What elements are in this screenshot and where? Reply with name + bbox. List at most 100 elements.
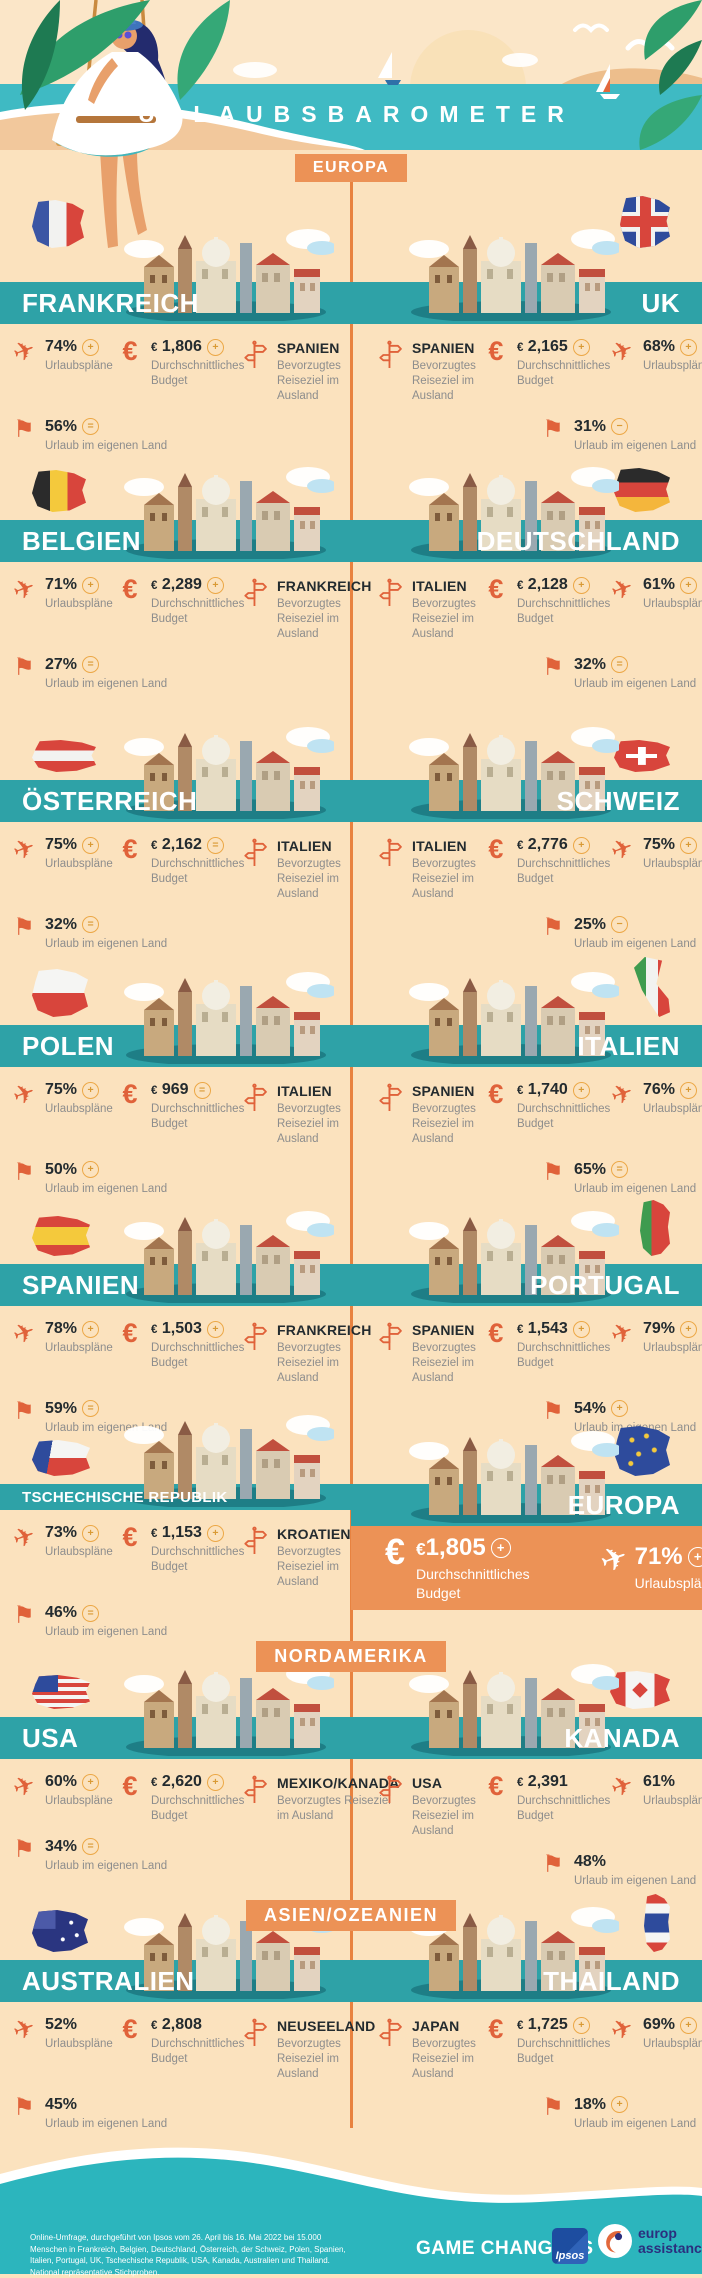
stat-label: Urlaub im eigenen Land	[45, 677, 168, 690]
signpost-icon	[242, 576, 270, 615]
trend-indicator: +	[679, 338, 697, 356]
plane-icon: ✈	[606, 1076, 638, 1112]
country-row: TSCHECHISCHE REPUBLIK ✈ 73% + Urlaubsplän…	[0, 1415, 702, 1640]
plane-icon: ✈	[606, 333, 638, 369]
stat-domestic: ⚑ 32% = Urlaub im eigenen Land	[539, 653, 702, 692]
stat-urlaubsplaene: ✈ 75%+ Urlaubspläne	[607, 831, 702, 902]
euro-icon: €	[122, 574, 138, 604]
ch-flag-map	[614, 740, 670, 772]
stat-label: Durchschnittliches Budget	[151, 1103, 245, 1130]
plane-icon: ✈	[606, 2011, 638, 2047]
country-stats: ✈ 78% + Urlaubspläne € € 1,503 + Durchschn…	[0, 1306, 372, 1454]
country-name: FRANKREICH	[22, 287, 199, 318]
stat-destination: USA Bevorzugtes Reiseziel im Ausland	[377, 1773, 476, 1839]
flag-icon: ⚑	[542, 1158, 564, 1186]
country-banner: AUSTRALIEN	[0, 1907, 351, 2002]
country-row: BELGIEN ✈ 71% + Urlaubspläne € € 2,289 + D…	[0, 467, 702, 734]
stat-urlaubsplaene: ✈ 78% + Urlaubspläne	[9, 1315, 113, 1386]
euro-icon: €	[488, 1318, 504, 1348]
country-panel: SCHWEIZ ✈ 75%+ Urlaubspläne € € 2,776+ D…	[351, 727, 702, 979]
main-title: URLAUBSBAROMETER	[138, 101, 575, 127]
stat-destination: SPANIEN Bevorzugtes Reiseziel im Ausland	[377, 338, 476, 404]
de-flag-map	[614, 468, 670, 512]
au-flag-map	[32, 1910, 88, 1952]
stat-label: Durchschnittliches Budget	[516, 1342, 611, 1369]
trend-indicator: +	[679, 1081, 697, 1099]
stat-label: Bevorzugtes Reiseziel im Ausland	[412, 858, 476, 900]
stat-label: Urlaub im eigenen Land	[574, 1874, 697, 1887]
fr-flag-map	[32, 200, 84, 248]
stat-urlaubsplaene: ✈ 79%+ Urlaubspläne	[607, 1315, 702, 1386]
stat-label: Durchschnittliches Budget	[516, 598, 611, 625]
stat-label: Urlaub im eigenen Land	[45, 1859, 168, 1872]
stat-budget: € € 2,165 + Durchschnittliches Budget	[482, 338, 610, 404]
stat-label: Durchschnittliches Budget	[416, 1566, 530, 1601]
trend-indicator: =	[82, 656, 100, 674]
country-panel: POLEN ✈ 75% + Urlaubspläne € € 969 = Durch…	[0, 969, 351, 1224]
stat-label: Bevorzugtes Reiseziel im Ausland	[412, 2038, 476, 2080]
signpost-icon	[242, 1524, 270, 1563]
europ-assistance-icon	[598, 2224, 632, 2258]
stat-domestic: ⚑ 34% = Urlaub im eigenen Land	[10, 1837, 351, 1874]
country-name: POLEN	[22, 1030, 115, 1061]
trend-indicator: +	[82, 1320, 100, 1338]
flag-icon: ⚑	[13, 415, 35, 443]
trend-indicator: +	[490, 1538, 511, 1559]
stat-domestic: ⚑ 31% − Urlaub im eigenen Land	[539, 417, 702, 454]
trend-indicator: =	[611, 1161, 629, 1179]
stat-domestic: ⚑ 48% Urlaub im eigenen Land	[539, 1850, 702, 1889]
stat-domestic: ⚑ 50% + Urlaub im eigenen Land	[10, 1158, 351, 1197]
trend-indicator: +	[572, 338, 590, 356]
country-banner: PORTUGAL	[351, 1211, 702, 1306]
stat-urlaubsplaene: ✈ 61% Urlaubspläne	[607, 1768, 702, 1839]
flag-icon: ⚑	[13, 1158, 35, 1186]
trend-indicator: +	[206, 576, 224, 594]
europa-summary-box: € €1,805 + Durchschnittliches Budget ✈ 71…	[351, 1526, 702, 1610]
stat-budget: € € 2,162 = Durchschnittliches Budget	[116, 836, 244, 902]
stat-destination: MEXIKO/KANADA Bevorzugtes Reiseziel im A…	[242, 1773, 399, 1824]
stat-label: Bevorzugtes Reiseziel im Ausland	[277, 1546, 341, 1589]
stat-label: Bevorzugtes Reiseziel im Ausland	[277, 2038, 341, 2080]
stat-destination: JAPAN Bevorzugtes Reiseziel im Ausland	[377, 2016, 476, 2082]
trend-indicator: +	[679, 2016, 697, 2034]
stat-domestic: ⚑ 25% − Urlaub im eigenen Land	[539, 915, 702, 952]
country-banner: UK	[351, 229, 702, 324]
euro-icon: €	[122, 1318, 138, 1348]
plane-icon: ✈	[8, 571, 40, 607]
country-row: ÖSTERREICH ✈ 75% + Urlaubspläne € € 2,162…	[0, 727, 702, 979]
stat-destination: SPANIEN Bevorzugtes Reiseziel im Ausland	[377, 1081, 476, 1147]
flag-icon: ⚑	[542, 1850, 564, 1878]
euro-icon: €	[488, 1771, 504, 1801]
flag-icon: ⚑	[542, 653, 564, 681]
stat-budget: € € 1,806 + Durchschnittliches Budget	[116, 338, 244, 404]
stat-budget: € € 2,391 Durchschnittliches Budget	[482, 1771, 610, 1839]
plane-icon: ✈	[8, 831, 40, 867]
country-banner: ITALIEN	[351, 972, 702, 1067]
trend-indicator: +	[611, 1400, 629, 1418]
euro-icon: €	[122, 1079, 138, 1109]
country-name: ÖSTERREICH	[22, 785, 198, 816]
plane-icon: ✈	[606, 571, 638, 607]
country-name: SPANIEN	[22, 1269, 140, 1300]
country-row: POLEN ✈ 75% + Urlaubspläne € € 969 = Durch…	[0, 957, 702, 1224]
country-row: SPANIEN ✈ 78% + Urlaubspläne € € 1,503 + D…	[0, 1200, 702, 1454]
country-panel: AUSTRALIEN ✈ 52% Urlaubspläne € € 2,808 …	[0, 1907, 375, 2134]
stat-label: Bevorzugtes Reiseziel im Ausland	[412, 1342, 476, 1384]
flag-icon: ⚑	[13, 653, 35, 681]
stat-label: Urlaub im eigenen Land	[45, 1182, 168, 1195]
country-banner: BELGIEN	[0, 467, 351, 562]
country-panel: THAILAND ✈ 69%+ Urlaubspläne € € 1,725+ …	[351, 1894, 702, 2134]
stat-budget: € € 969 = Durchschnittliches Budget	[116, 1079, 244, 1147]
country-panel: BELGIEN ✈ 71% + Urlaubspläne € € 2,289 + D…	[0, 467, 371, 734]
country-stats: ✈ 75% + Urlaubspläne € € 2,162 = Durchschn…	[0, 822, 351, 979]
country-panel: PORTUGAL ✈ 79%+ Urlaubspläne € € 1,543+ …	[351, 1200, 702, 1454]
trend-indicator: +	[82, 1161, 100, 1179]
stat-destination: ITALIEN Bevorzugtes Reiseziel im Ausland	[242, 1081, 351, 1147]
country-name: DEUTSCHLAND	[476, 525, 680, 556]
stat-urlaubsplaene: ✈ 71%+ Urlaubspläne	[595, 1538, 702, 1592]
stat-label: Bevorzugtes Reiseziel im Ausland	[277, 1342, 341, 1384]
country-panel: ÖSTERREICH ✈ 75% + Urlaubspläne € € 2,162…	[0, 727, 351, 979]
stat-label: Urlaubspläne	[45, 1546, 113, 1559]
stat-label: Durchschnittliches Budget	[151, 858, 245, 885]
flag-icon: ⚑	[13, 1602, 35, 1630]
